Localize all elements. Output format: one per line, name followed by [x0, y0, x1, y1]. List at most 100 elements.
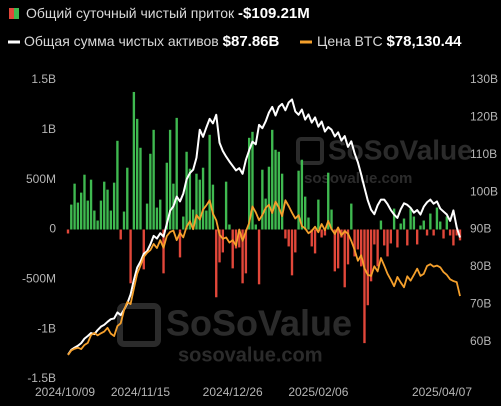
bar — [201, 167, 205, 230]
bar — [145, 203, 149, 230]
y-tick-label: -1.5B — [27, 371, 56, 385]
bar — [109, 210, 113, 230]
bar — [178, 229, 182, 258]
bar — [152, 129, 155, 230]
bar — [415, 229, 419, 245]
bar — [238, 229, 241, 248]
line — [67, 98, 461, 356]
bar — [429, 213, 432, 230]
plot: 1.5B 1B 500M 0 -500M -1B -1.5B 130B 120B 110B 100B… — [22, 72, 498, 399]
bar — [277, 151, 281, 230]
bar — [409, 208, 412, 230]
bar — [79, 192, 83, 230]
bar — [267, 166, 271, 230]
bar — [135, 118, 139, 230]
legend-value: -$109.21M — [238, 5, 310, 22]
bar — [132, 91, 136, 230]
x-tick-label: 2024/12/26 — [203, 385, 263, 399]
bar — [389, 229, 393, 244]
y-tick-label: -500M — [22, 272, 56, 286]
bar — [422, 220, 425, 230]
bar — [356, 229, 360, 250]
bar — [366, 229, 369, 306]
line — [67, 199, 461, 356]
bar — [386, 229, 389, 257]
bar — [425, 229, 429, 236]
bar — [346, 229, 350, 265]
bar — [198, 179, 201, 230]
legend-icon-red — [9, 8, 14, 19]
watermark: SoSoValue sosovalue.com — [296, 134, 473, 187]
bar — [83, 174, 86, 230]
y-tick-label: 500M — [26, 172, 56, 186]
bar — [406, 229, 409, 246]
bar — [297, 170, 300, 230]
watermark-brand: SoSoValue — [328, 134, 473, 165]
legend-value: $78,130.44 — [386, 33, 462, 50]
bar — [93, 210, 96, 230]
bar — [86, 200, 89, 230]
legend-flow: Общий суточный чистый приток -$109.21M — [26, 5, 310, 22]
bar — [116, 140, 119, 230]
bar — [142, 229, 145, 270]
bar — [112, 182, 116, 230]
bar — [363, 229, 366, 344]
legend-label: Цена BTC — [317, 33, 383, 49]
bar — [271, 129, 274, 230]
bar — [129, 229, 132, 284]
bar — [89, 179, 93, 230]
bar — [442, 229, 445, 239]
bar — [254, 224, 257, 230]
bar — [294, 229, 297, 253]
bar — [287, 229, 290, 247]
bar — [320, 229, 323, 238]
bar — [300, 159, 304, 230]
bar — [419, 225, 422, 230]
bar — [221, 229, 225, 253]
bar — [323, 229, 327, 236]
bar — [261, 169, 264, 230]
y2-tick-label: 100B — [470, 184, 498, 198]
bar — [70, 204, 73, 230]
legend-value: $87.86B — [223, 33, 280, 50]
bar — [350, 203, 353, 230]
legend-icon-green — [14, 8, 19, 19]
bar — [455, 229, 458, 236]
legend-assets: Общая сумма чистых активов $87.86B — [24, 33, 280, 50]
bar — [241, 229, 244, 284]
bar — [211, 184, 215, 230]
bar — [218, 229, 221, 263]
bar — [99, 200, 103, 230]
bar — [185, 151, 188, 230]
bar — [379, 220, 383, 230]
bar — [195, 173, 198, 230]
x-tick-label: 2024/11/15 — [111, 385, 170, 399]
bar — [244, 229, 248, 274]
bar — [66, 229, 70, 234]
bar — [274, 149, 277, 230]
bar — [333, 229, 337, 272]
legend-label: Общая сумма чистых активов — [24, 33, 219, 49]
bar — [392, 208, 396, 230]
bar — [149, 153, 152, 230]
bar — [307, 217, 310, 230]
bar — [126, 167, 129, 230]
bar — [215, 229, 218, 298]
bar — [234, 229, 238, 249]
bar — [369, 229, 373, 282]
x-tick-label: 2024/10/09 — [35, 385, 95, 399]
bar — [228, 224, 231, 230]
bar — [399, 223, 402, 230]
bar — [336, 229, 340, 269]
bar — [191, 209, 195, 230]
bar — [205, 210, 208, 230]
bar — [303, 196, 307, 230]
bar — [452, 229, 455, 246]
x-tick-label: 2025/02/06 — [288, 385, 348, 399]
bar — [412, 216, 416, 230]
y-tick-label: 1B — [41, 122, 56, 136]
y2-tick-label: 120B — [470, 110, 498, 124]
bar — [264, 198, 267, 230]
y2-tick-label: 60B — [470, 334, 491, 348]
bar — [317, 199, 320, 230]
